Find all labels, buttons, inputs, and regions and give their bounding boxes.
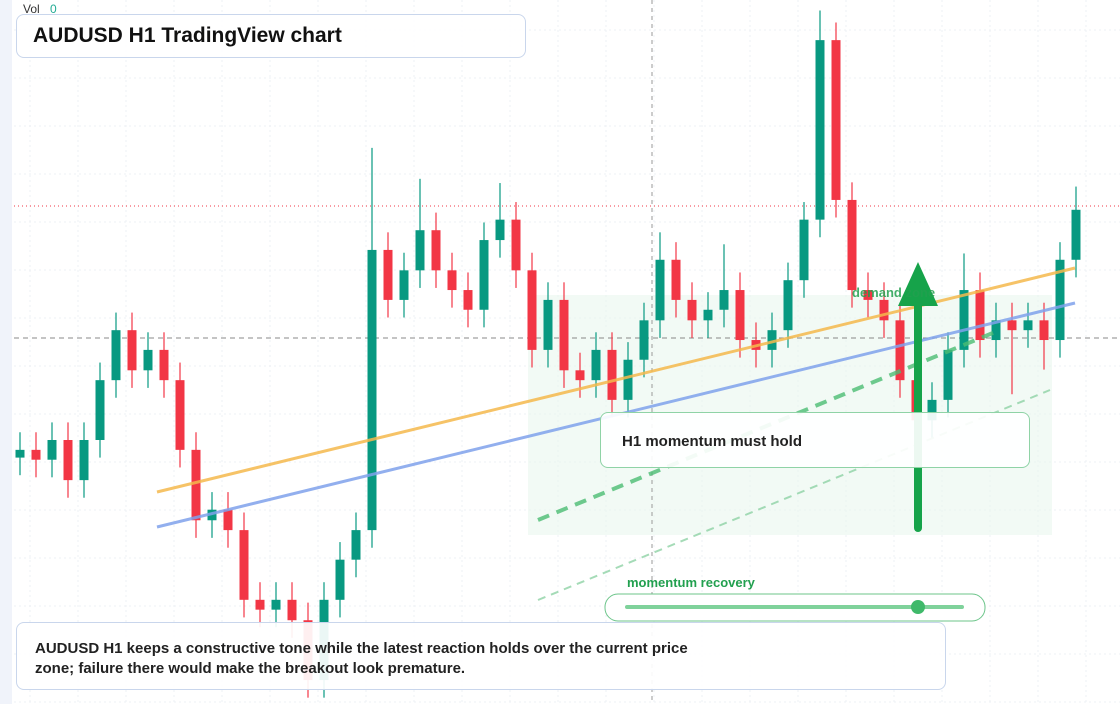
candle-body [367,249,377,531]
candle-body [351,530,361,560]
candle-body [591,349,601,381]
candle-body [399,270,409,300]
candle-body [383,249,393,300]
candle-body [639,320,649,360]
candle-body [543,299,553,350]
candle-body [159,349,169,381]
candle-body [175,380,185,450]
candle-body [559,299,569,371]
candle-body [1055,259,1065,341]
candle-body [111,330,121,381]
vol-label: Vol [23,2,40,16]
candle-body [863,290,873,300]
candle-body [415,230,425,271]
candle-body [79,440,89,481]
candle-body [767,330,777,350]
candle-body [975,290,985,341]
candle-body [431,230,441,271]
candle-body [255,599,265,610]
candle-body [511,219,521,271]
candle-body [799,219,809,281]
candle-body [239,530,249,600]
zone-label: demand zone [852,285,935,300]
left-edge [0,0,12,704]
candle-body [143,349,153,371]
candle-body [943,349,953,400]
candle-body [47,440,57,460]
candle-body [879,299,889,321]
candle-body [447,270,457,291]
candles [15,10,1081,698]
description-text: AUDUSD H1 keeps a constructive tone whil… [35,640,688,677]
candle-body [223,509,233,531]
candle-body [95,380,105,440]
candle-body [15,449,25,458]
candle-body [1007,320,1017,331]
candle-body [895,320,905,381]
candle-body [671,259,681,300]
vol-value: 0 [50,2,57,16]
candle-body [991,320,1001,341]
candle-body [63,440,73,481]
candle-body [1039,320,1049,341]
candle-body [335,559,345,600]
candle-body [735,290,745,341]
candle-body [1023,320,1033,331]
description: AUDUSD H1 keeps a constructive tone whil… [16,622,946,690]
candle-body [495,219,505,241]
slider-knob[interactable] [911,600,925,614]
candle-body [271,599,281,610]
candle-body [623,359,633,400]
candle-body [703,309,713,321]
candle-body [287,599,297,621]
candle-body [959,290,969,350]
candle-body [831,40,841,200]
candle-body [31,449,41,460]
candle-body [847,199,857,291]
candle-body [1071,209,1081,260]
candle-body [479,240,489,310]
arrow-head [898,262,938,306]
candle-body [575,370,585,381]
candle-body [927,399,937,421]
candle-body [463,290,473,310]
candle-body [687,299,697,321]
slider-label: momentum recovery [627,575,756,590]
candle-body [815,40,825,220]
callout: H1 momentum must hold [600,412,1030,468]
candle-body [191,449,201,521]
candle-body [719,290,729,310]
candle-body [655,259,665,321]
candle-body [607,349,617,400]
candle-body [527,270,537,350]
title: AUDUSD H1 TradingView chart [16,14,526,58]
candle-body [127,330,137,371]
candle-body [783,280,793,331]
